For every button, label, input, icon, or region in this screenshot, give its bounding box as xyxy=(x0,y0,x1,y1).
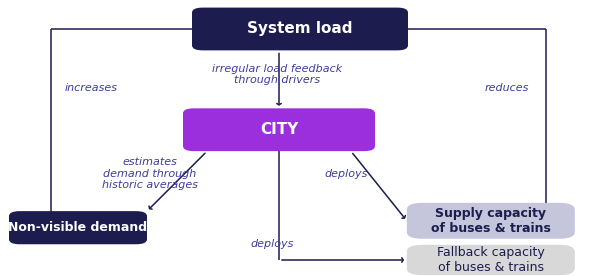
FancyBboxPatch shape xyxy=(9,211,147,244)
FancyBboxPatch shape xyxy=(192,7,408,50)
Text: increases: increases xyxy=(65,83,118,93)
FancyBboxPatch shape xyxy=(183,108,375,151)
Text: estimates
demand through
historic averages: estimates demand through historic averag… xyxy=(102,157,198,190)
Text: Supply capacity
of buses & trains: Supply capacity of buses & trains xyxy=(431,207,551,235)
Text: Fallback capacity
of buses & trains: Fallback capacity of buses & trains xyxy=(437,246,545,274)
Text: Non-visible demand: Non-visible demand xyxy=(8,221,148,234)
Text: irregular load feedback
through drivers: irregular load feedback through drivers xyxy=(212,64,343,85)
Text: reduces: reduces xyxy=(485,83,529,93)
FancyBboxPatch shape xyxy=(407,245,575,275)
Text: CITY: CITY xyxy=(260,122,298,137)
FancyBboxPatch shape xyxy=(407,203,575,239)
Text: System load: System load xyxy=(247,22,353,36)
Text: deploys: deploys xyxy=(324,169,367,179)
Text: deploys: deploys xyxy=(251,239,294,249)
